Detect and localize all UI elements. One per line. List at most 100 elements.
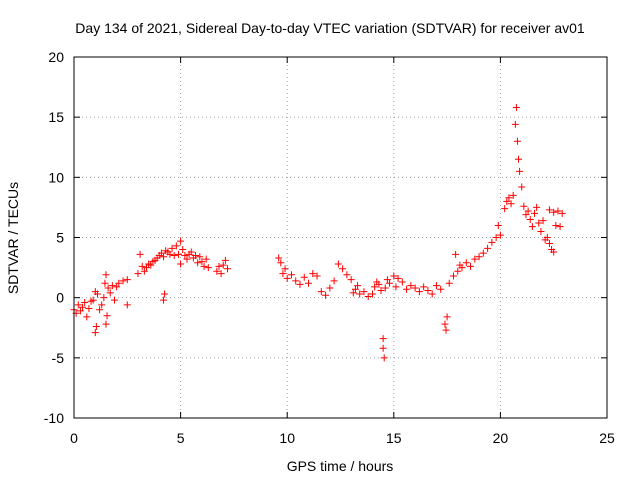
- y-tick-label: 20: [48, 49, 64, 65]
- gridlines: [74, 57, 607, 418]
- data-point: [354, 282, 362, 290]
- data-point: [449, 272, 457, 280]
- y-tick-label: -5: [52, 350, 65, 366]
- axis-ticks: 0 5 10 15 20 25 -10 -5 0 5 10 15 20: [44, 49, 615, 446]
- data-point: [496, 231, 504, 239]
- data-point: [364, 292, 372, 300]
- data-point: [428, 290, 436, 298]
- data-point: [104, 284, 112, 292]
- data-point: [142, 264, 150, 272]
- data-point: [98, 301, 106, 309]
- data-point: [509, 191, 517, 199]
- data-point: [204, 264, 212, 272]
- data-point: [101, 279, 109, 287]
- data-point: [411, 284, 419, 292]
- data-point: [283, 274, 291, 282]
- x-tick-label: 5: [177, 430, 185, 446]
- data-point: [275, 254, 283, 262]
- data-point: [317, 288, 325, 296]
- data-point: [277, 259, 285, 267]
- data-point: [479, 249, 487, 257]
- x-tick-label: 20: [493, 430, 509, 446]
- data-point: [136, 250, 144, 258]
- data-point: [467, 262, 475, 270]
- data-point: [462, 259, 470, 267]
- data-points: [70, 104, 566, 362]
- data-point: [187, 248, 195, 256]
- x-tick-label: 25: [599, 430, 615, 446]
- data-point: [452, 250, 460, 258]
- data-point: [501, 205, 509, 213]
- data-point: [339, 265, 347, 273]
- data-point: [221, 256, 229, 264]
- data-point: [168, 244, 176, 252]
- data-point: [556, 223, 564, 231]
- data-point: [215, 262, 223, 270]
- x-tick-label: 10: [279, 430, 295, 446]
- data-point: [224, 265, 232, 273]
- data-point: [543, 234, 551, 241]
- data-point: [83, 313, 91, 321]
- data-point: [89, 296, 97, 304]
- data-point: [539, 217, 547, 225]
- data-point: [313, 272, 321, 280]
- data-point: [383, 276, 391, 284]
- data-point: [515, 155, 523, 163]
- data-point: [217, 270, 225, 278]
- data-point: [81, 298, 89, 306]
- data-point: [111, 296, 119, 304]
- data-point: [554, 207, 562, 215]
- data-point: [531, 209, 539, 217]
- data-point: [96, 306, 104, 314]
- data-point: [93, 290, 101, 298]
- data-point: [200, 262, 208, 270]
- data-point: [106, 289, 114, 297]
- data-point: [407, 282, 415, 290]
- data-point: [471, 255, 479, 263]
- data-point: [219, 261, 227, 269]
- data-point: [181, 252, 189, 260]
- data-point: [102, 320, 110, 328]
- data-point: [360, 288, 368, 296]
- data-point: [432, 282, 440, 290]
- y-tick-label: 15: [48, 109, 64, 125]
- data-point: [484, 244, 492, 252]
- data-point: [103, 312, 111, 320]
- data-point: [437, 285, 445, 293]
- data-point: [115, 279, 123, 287]
- data-point: [322, 291, 330, 299]
- data-point: [183, 255, 191, 263]
- data-point: [108, 282, 116, 290]
- data-point: [140, 267, 148, 275]
- data-point: [550, 248, 558, 256]
- data-point: [392, 283, 400, 291]
- data-point: [528, 223, 536, 231]
- data-point: [533, 203, 541, 211]
- y-tick-label: 0: [56, 290, 64, 306]
- data-point: [381, 284, 389, 292]
- data-point: [458, 264, 466, 272]
- data-point: [379, 335, 387, 343]
- data-point: [488, 238, 496, 246]
- data-point: [550, 208, 558, 216]
- data-point: [380, 354, 388, 362]
- data-point: [518, 183, 526, 191]
- data-point: [113, 283, 121, 291]
- data-point: [513, 137, 521, 145]
- y-axis-label: SDTVAR / TECUs: [5, 182, 21, 294]
- data-point: [394, 274, 402, 282]
- data-point: [424, 286, 432, 294]
- data-point: [347, 276, 355, 284]
- data-point: [91, 329, 99, 337]
- data-point: [535, 219, 543, 227]
- data-point: [100, 294, 108, 302]
- plot-frame: [73, 56, 608, 419]
- data-point: [202, 255, 210, 263]
- data-point: [371, 283, 379, 291]
- data-point: [375, 280, 383, 288]
- data-point: [505, 194, 513, 202]
- data-point: [442, 326, 450, 334]
- data-point: [305, 279, 313, 287]
- x-tick-label: 0: [70, 430, 78, 446]
